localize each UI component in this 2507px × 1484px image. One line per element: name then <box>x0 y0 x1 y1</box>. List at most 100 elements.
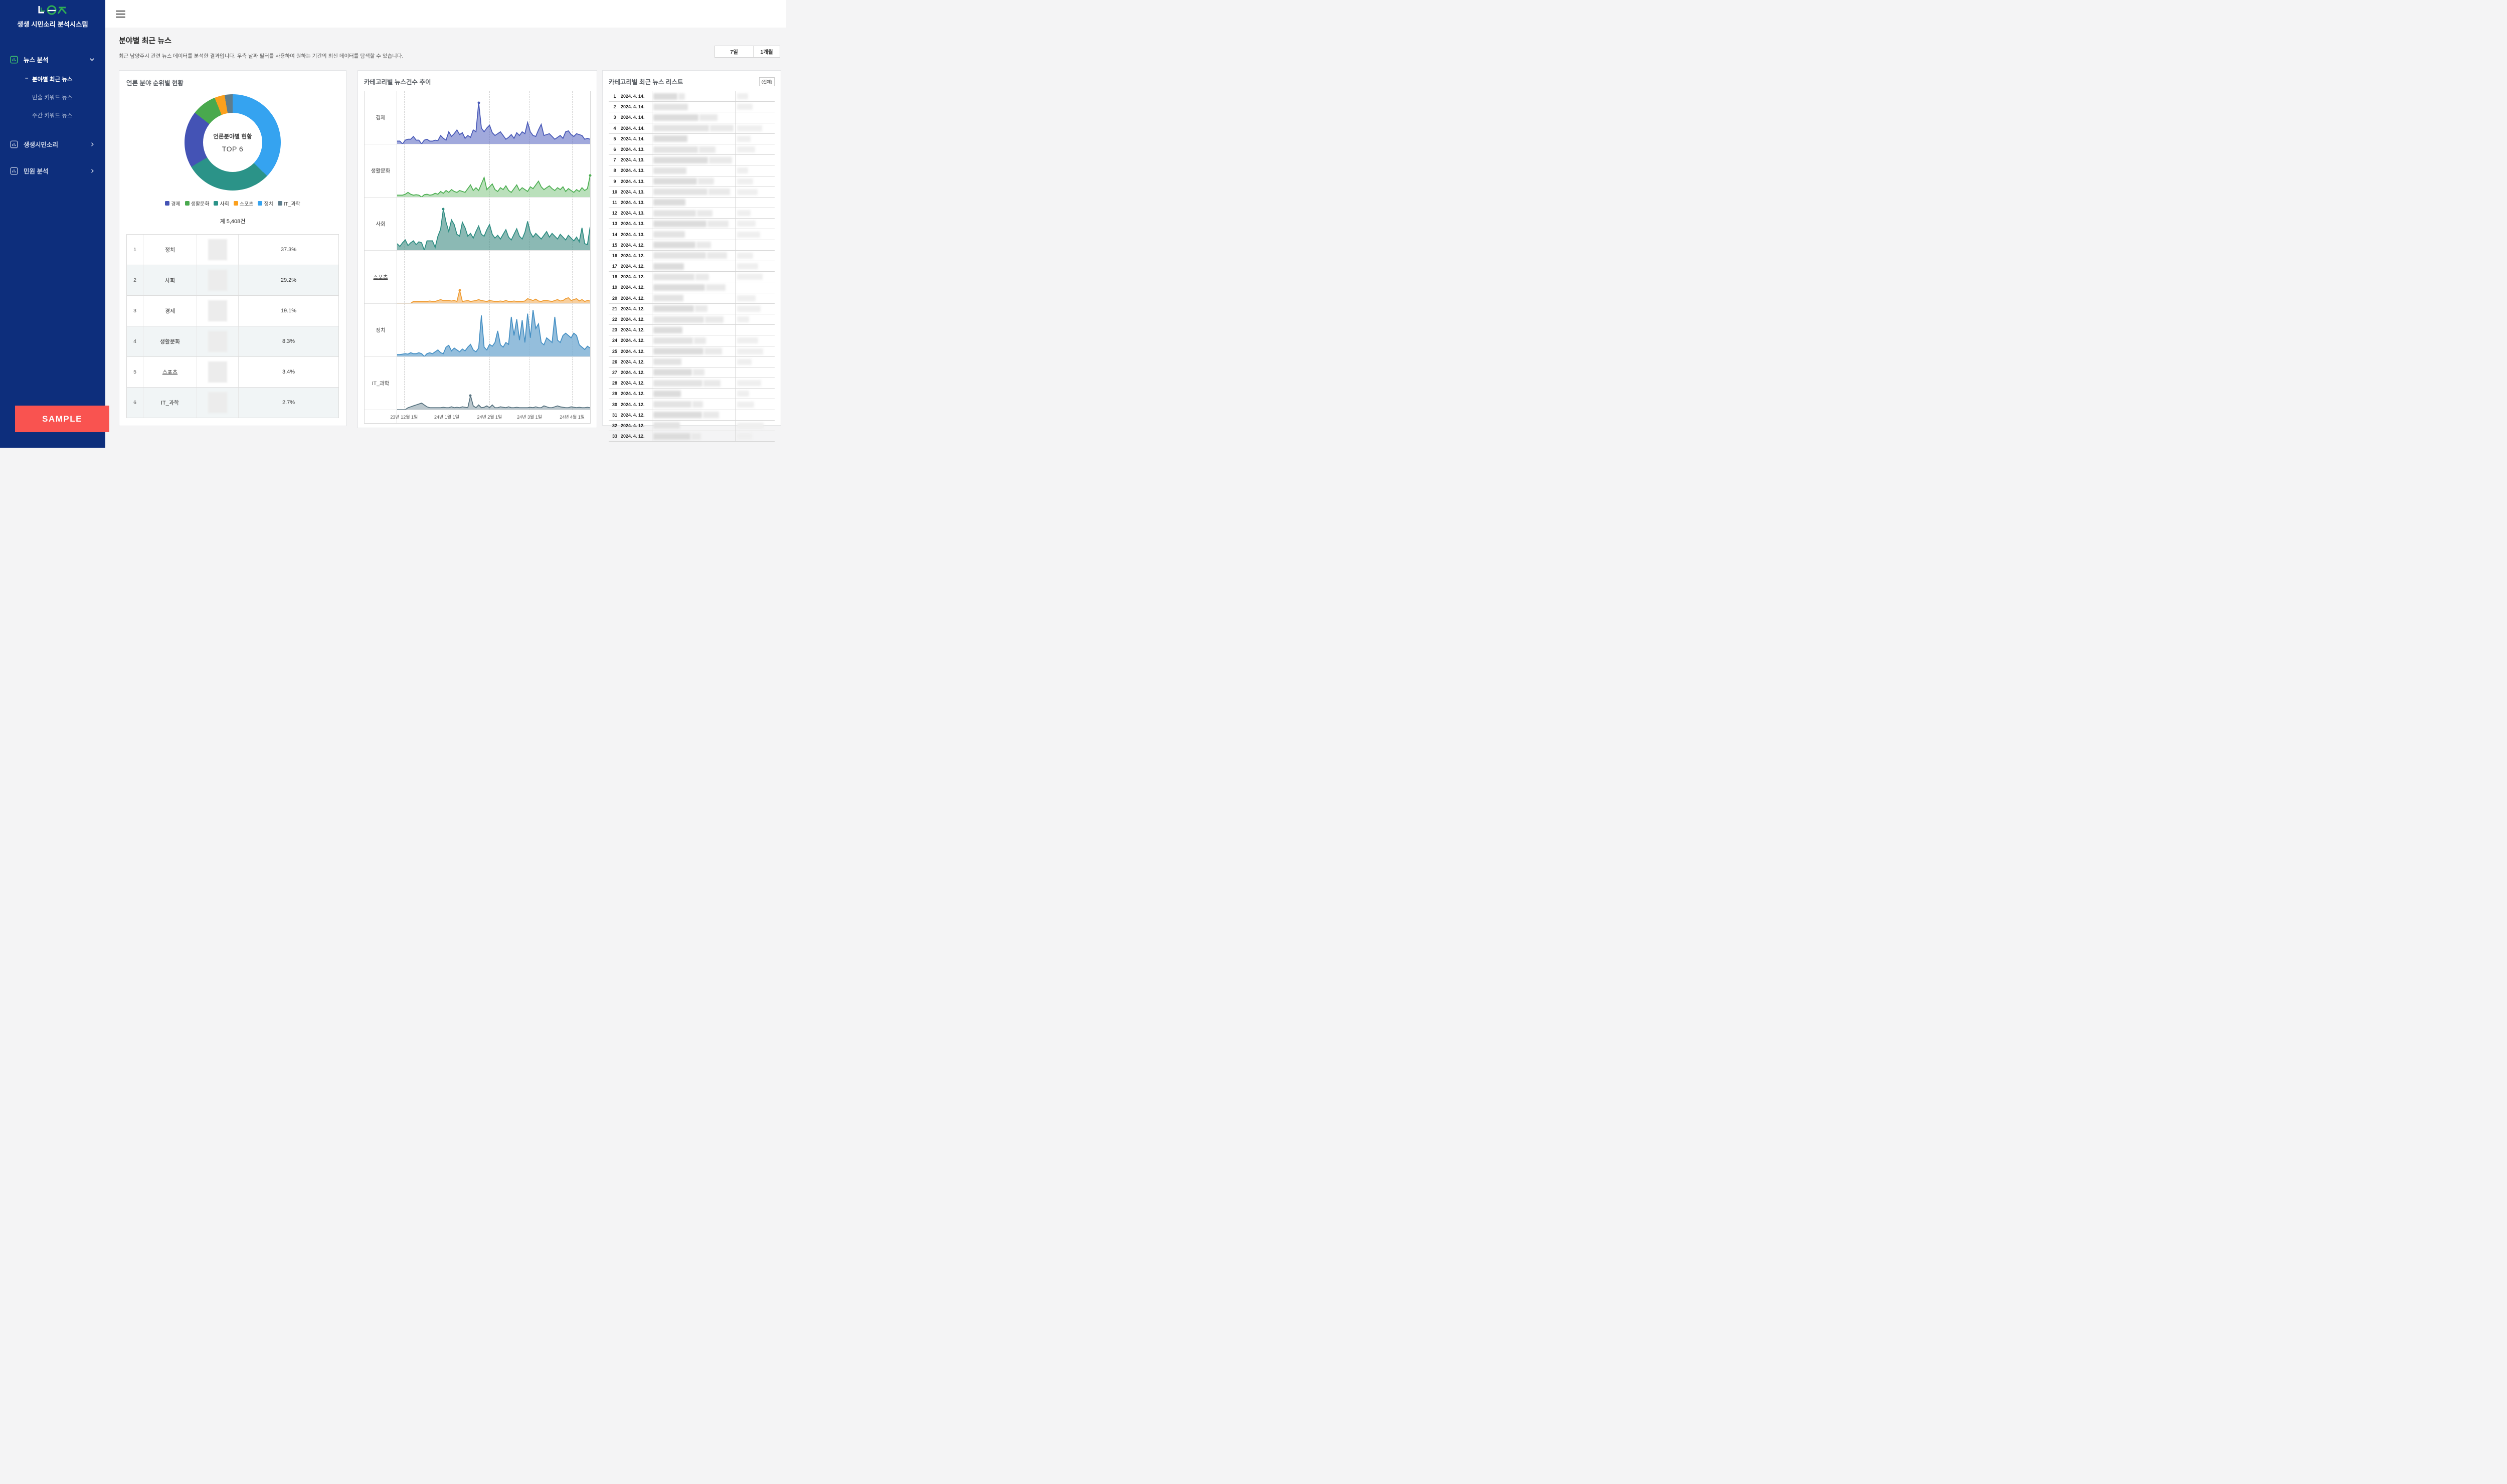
trend-band-정치[interactable] <box>397 304 590 357</box>
news-list-item[interactable]: 16 2024. 4. 12. <box>609 250 775 261</box>
news-list-item[interactable]: 8 2024. 4. 13. <box>609 165 775 176</box>
legend-item[interactable]: 사회 <box>214 200 229 207</box>
news-list-item[interactable]: 9 2024. 4. 13. <box>609 176 775 187</box>
news-list-item[interactable]: 33 2024. 4. 12. <box>609 431 775 442</box>
sidebar-subitem-weekly-keyword-news[interactable]: 주간 키워드 뉴스 <box>32 113 73 119</box>
news-list-item[interactable]: 27 2024. 4. 12. <box>609 367 775 379</box>
blur-block <box>737 231 761 238</box>
news-list-item[interactable]: 26 2024. 4. 12. <box>609 356 775 367</box>
news-list-item[interactable]: 29 2024. 4. 12. <box>609 389 775 400</box>
news-list-item[interactable]: 25 2024. 4. 12. <box>609 346 775 357</box>
sidebar-item-citizen-voice[interactable]: 생생시민소리 <box>0 134 105 154</box>
trend-band-스포츠[interactable] <box>397 251 590 304</box>
news-title-blurred <box>652 272 736 282</box>
table-row[interactable]: 2 사회 29.2% <box>127 265 338 296</box>
news-source-blurred <box>736 155 775 165</box>
news-list-item[interactable]: 30 2024. 4. 12. <box>609 399 775 410</box>
trend-plot-area[interactable]: 23년 12월 1일 24년 1월 1일 24년 2월 1일 24년 3월 1일 24년… <box>390 91 592 423</box>
category-filter-badge[interactable]: (전체) <box>759 77 775 86</box>
legend-item[interactable]: IT_과학 <box>277 200 300 207</box>
trend-band-생활문화[interactable] <box>397 144 592 198</box>
category-cell[interactable]: 생활문화 <box>143 326 197 356</box>
news-list-item[interactable]: 4 2024. 4. 14. <box>609 123 775 134</box>
donut-chart[interactable]: 언론분야별 현황 TOP 6 <box>185 94 281 191</box>
news-list-item[interactable]: 6 2024. 4. 13. <box>609 144 775 155</box>
trend-row-label[interactable]: 정치 <box>365 304 397 357</box>
blur-block <box>737 295 756 301</box>
legend-item[interactable]: 경제 <box>165 200 181 207</box>
news-list-item[interactable]: 28 2024. 4. 12. <box>609 378 775 389</box>
news-list-item[interactable]: 5 2024. 4. 14. <box>609 133 775 144</box>
panels: 언론 분야 순위별 현황 언론분야별 현황 TOP 6 경제 생활문화 사회 스포츠 정… <box>105 70 786 442</box>
table-row[interactable]: 5 스포츠 3.4% <box>127 357 338 388</box>
sidebar-item-complaint-analysis[interactable]: 민원 분석 <box>0 161 105 180</box>
sidebar-item-news-analysis[interactable]: 뉴스 분석 <box>0 50 105 69</box>
trend-row-label[interactable]: 사회 <box>365 198 397 251</box>
news-list-item[interactable]: 22 2024. 4. 12. <box>609 314 775 325</box>
trend-row-label[interactable]: 스포츠 <box>365 251 397 304</box>
news-list-item[interactable]: 21 2024. 4. 12. <box>609 303 775 314</box>
news-list-item[interactable]: 24 2024. 4. 12. <box>609 335 775 346</box>
date-filter-option-2[interactable]: 1개월 <box>753 46 780 57</box>
legend-item[interactable]: 스포츠 <box>233 200 253 207</box>
news-title-blurred <box>652 420 736 431</box>
news-source-blurred <box>736 367 775 378</box>
blur-block <box>693 369 704 376</box>
x-axis-tick-label: 24년 4월 1일 <box>560 415 585 420</box>
legend-label: 사회 <box>220 202 229 207</box>
news-title-blurred <box>652 123 736 133</box>
news-list-item[interactable]: 11 2024. 4. 13. <box>609 197 775 209</box>
news-list-item[interactable]: 23 2024. 4. 12. <box>609 325 775 336</box>
sidebar-subitem-recent-news[interactable]: 분야별 최근 뉴스 <box>0 70 105 88</box>
blur-block <box>653 337 693 344</box>
news-list-item[interactable]: 13 2024. 4. 13. <box>609 219 775 230</box>
blur-block <box>653 93 678 100</box>
category-cell[interactable]: 경제 <box>143 296 197 326</box>
legend-item[interactable]: 정치 <box>258 200 273 207</box>
news-rank: 22 <box>612 317 617 322</box>
news-list-item[interactable]: 31 2024. 4. 12. <box>609 410 775 421</box>
category-cell[interactable]: IT_과학 <box>143 388 197 418</box>
sidebar-subitem-frequent-keyword-news[interactable]: 빈출 키워드 뉴스 <box>32 95 73 101</box>
date-filter-option-1[interactable]: 7일 <box>730 49 738 55</box>
news-list-item[interactable]: 18 2024. 4. 12. <box>609 272 775 283</box>
news-list-item[interactable]: 7 2024. 4. 13. <box>609 155 775 166</box>
panel-title: 언론 분야 순위별 현황 <box>126 80 184 87</box>
trend-band-경제[interactable] <box>397 91 590 144</box>
trend-band-사회[interactable] <box>397 198 590 251</box>
table-row[interactable]: 6 IT_과학 2.7% <box>127 388 338 418</box>
news-source-blurred <box>736 421 775 431</box>
news-list-item[interactable]: 10 2024. 4. 13. <box>609 187 775 198</box>
rank-cell: 3 <box>127 296 143 326</box>
table-row[interactable]: 4 생활문화 8.3% <box>127 326 338 357</box>
hamburger-icon <box>116 11 125 12</box>
legend-item[interactable]: 생활문화 <box>185 200 209 207</box>
category-cell[interactable]: 스포츠 <box>143 357 197 387</box>
trend-row-label[interactable]: 생활문화 <box>365 144 397 198</box>
category-cell[interactable]: 사회 <box>143 265 197 295</box>
news-list-item[interactable]: 14 2024. 4. 13. <box>609 229 775 240</box>
news-list-item[interactable]: 1 2024. 4. 14. <box>609 91 775 102</box>
news-list-item[interactable]: 15 2024. 4. 12. <box>609 240 775 251</box>
news-list-item[interactable]: 19 2024. 4. 12. <box>609 282 775 293</box>
panel-title: 카테고리별 최근 뉴스 리스트 <box>609 79 683 86</box>
news-list-item[interactable]: 12 2024. 4. 13. <box>609 208 775 219</box>
news-source-blurred <box>736 346 775 356</box>
table-row[interactable]: 1 정치 37.3% <box>127 235 338 265</box>
donut-center-title: 언론분야별 현황 <box>213 133 252 140</box>
news-title-blurred <box>652 219 736 229</box>
news-list-item[interactable]: 17 2024. 4. 12. <box>609 261 775 272</box>
news-list-item[interactable]: 32 2024. 4. 12. <box>609 420 775 431</box>
trend-band-IT_과학[interactable] <box>397 357 590 410</box>
news-rank: 5 <box>613 136 616 141</box>
trend-row-label[interactable]: IT_과학 <box>365 357 397 410</box>
table-row[interactable]: 3 경제 19.1% <box>127 296 338 326</box>
menu-toggle-button[interactable] <box>116 11 125 20</box>
news-date: 2024. 4. 12. <box>621 348 645 354</box>
news-list-item[interactable]: 2 2024. 4. 14. <box>609 102 775 113</box>
category-cell[interactable]: 정치 <box>143 235 197 265</box>
news-list-item[interactable]: 20 2024. 4. 12. <box>609 293 775 304</box>
trend-row-label[interactable]: 경제 <box>365 91 397 144</box>
blur-block <box>737 221 756 227</box>
news-list-item[interactable]: 3 2024. 4. 14. <box>609 112 775 123</box>
